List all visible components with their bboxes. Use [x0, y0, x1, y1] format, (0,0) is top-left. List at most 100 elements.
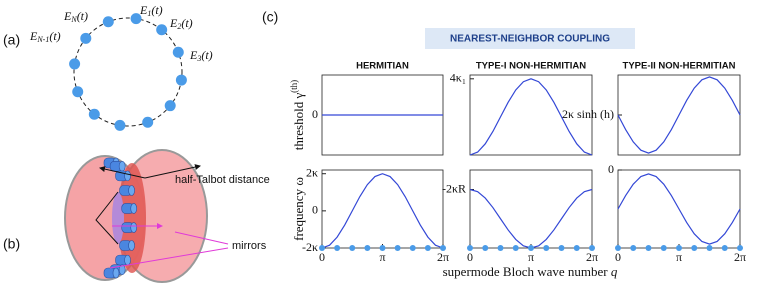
ring [73, 17, 183, 127]
supermode-point [467, 245, 473, 251]
resonator [88, 108, 100, 120]
supermode-point [482, 245, 489, 251]
plot-frame [321, 169, 444, 249]
resonator [80, 32, 92, 44]
arrow [99, 166, 146, 179]
ring-label: E1(t) [139, 3, 163, 18]
resonator-end [112, 267, 120, 279]
pointer [109, 247, 229, 269]
resonator [114, 119, 126, 131]
supermode-point [721, 245, 728, 251]
supermode-point [394, 245, 401, 251]
resonator [102, 16, 114, 28]
supermode-point [737, 245, 743, 251]
plot-frame [469, 169, 593, 249]
resonator-end [128, 240, 135, 251]
supermode-point [497, 245, 504, 251]
resonator-end [124, 254, 131, 266]
y-axis-label: threshold γ(th) [289, 80, 306, 150]
ring-label: E2(t) [169, 16, 193, 31]
resonator-end [124, 170, 131, 182]
supermode-point [364, 245, 371, 251]
supermode-point [379, 245, 386, 251]
panel-label: (c) [262, 9, 278, 25]
column-title: HERMITIAN [356, 61, 409, 72]
curve [469, 188, 593, 249]
ring-label: E3(t) [189, 48, 213, 63]
y-tick-label: -2κR [442, 181, 466, 195]
resonator [142, 116, 154, 128]
y-tick-label: 4κ₁ [450, 71, 466, 85]
x-tick-label: 2π [734, 250, 746, 264]
x-tick-label: 2π [437, 250, 449, 264]
ring-diagram [69, 13, 187, 131]
supermode-point [676, 245, 682, 251]
supermode-point [528, 245, 534, 251]
resonator-end [118, 264, 126, 275]
y-tick-label: 0 [312, 107, 318, 121]
annotation: half-Talbot distance [175, 174, 270, 186]
y-tick-label: 0 [608, 162, 614, 176]
curve [617, 173, 741, 245]
banner-text: NEAREST-NEIGHBOR COUPLING [450, 34, 610, 45]
cavity-diagram [64, 149, 229, 283]
x-tick-label: π [676, 250, 682, 264]
supermode-point [512, 245, 519, 251]
supermode-point [615, 245, 621, 251]
resonator [172, 46, 184, 58]
supermode-point [349, 245, 356, 251]
arrow [144, 164, 201, 179]
supermode-point [543, 245, 550, 251]
resonator [175, 74, 187, 86]
column-title: TYPE-II NON-HERMITIAN [623, 61, 736, 72]
x-tick-label: 2π [586, 250, 598, 264]
y-axis-label-sup: (th) [289, 80, 299, 93]
x-tick-label: π [528, 250, 534, 264]
resonator-end [130, 203, 138, 214]
plot-frame [469, 74, 593, 156]
x-tick-label: π [379, 250, 385, 264]
resonator [72, 86, 84, 98]
resonator [156, 24, 168, 36]
x-axis-label: supermode Bloch wave number q [443, 264, 618, 279]
beam [112, 192, 124, 244]
resonators [69, 13, 187, 131]
resonator [69, 58, 81, 70]
supermode-point [573, 245, 580, 251]
curve [617, 76, 741, 154]
supermode-point [706, 245, 713, 251]
supermode-point [558, 245, 565, 251]
supermode-point [645, 245, 652, 251]
y-tick-label: -2κ [302, 240, 318, 254]
y-axis-label-text: threshold γ [291, 93, 306, 151]
y-tick-label: 0 [312, 203, 318, 217]
resonator-end [128, 185, 135, 196]
panel-label: (a) [3, 32, 20, 48]
supermode-point [440, 245, 446, 251]
supermode-point [334, 245, 341, 251]
panel-label: (b) [3, 236, 20, 252]
supermode-point [409, 245, 416, 251]
resonators [103, 157, 138, 279]
resonator [130, 13, 142, 25]
supermode-point [589, 245, 595, 251]
banner [425, 28, 635, 49]
column-title: TYPE-I NON-HERMITIAN [476, 61, 586, 72]
x-tick-label: 0 [615, 250, 621, 264]
supermode-point [424, 245, 431, 251]
ring-label: EN(t) [63, 9, 88, 24]
supermode-point [691, 245, 698, 251]
y-axis-label-text: frequency ω [291, 177, 306, 241]
resonator-end [130, 222, 138, 233]
supermode-point [630, 245, 637, 251]
ring-label: EN-1(t) [29, 29, 61, 44]
resonator-end [118, 161, 126, 172]
pointer [174, 231, 229, 245]
beam-outline [95, 191, 119, 245]
supermode-point [660, 245, 667, 251]
y-tick-label: 2κ [306, 165, 318, 179]
curve [321, 173, 444, 249]
annotation: mirrors [232, 240, 267, 252]
resonator [164, 100, 176, 112]
